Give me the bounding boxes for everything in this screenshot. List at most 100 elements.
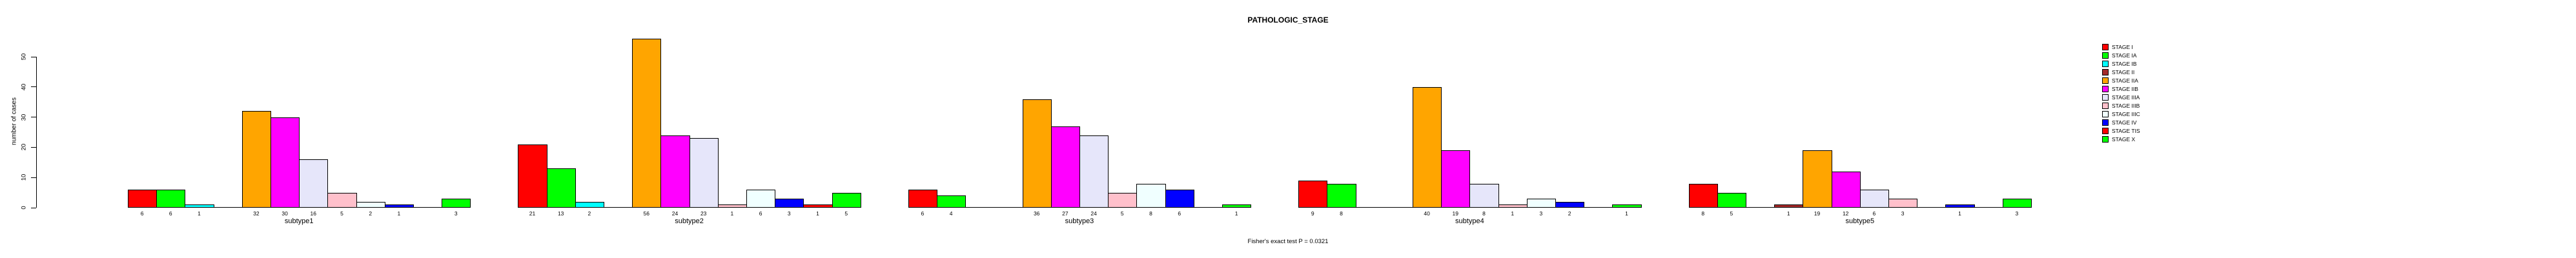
legend-swatch [2102, 127, 2109, 134]
bar-value-label: 3 [1901, 210, 1905, 217]
legend-item-stage-iiic: STAGE IIIC [2102, 110, 2140, 119]
bar-value-label: 1 [397, 210, 401, 217]
bar-subtype3-stage-ia [937, 195, 966, 208]
bar-value-label: 3 [2015, 210, 2019, 217]
bar-value-label: 30 [281, 210, 288, 217]
x-axis-group-label: subtype5 [1845, 217, 1875, 225]
y-axis-tick-label: 0 [20, 206, 28, 210]
bar-value-label: 1 [1511, 210, 1515, 217]
legend-item-stage-iia: STAGE IIA [2102, 77, 2140, 85]
bar-subtype2-stage-iv [775, 198, 804, 208]
bar-value-label: 56 [643, 210, 650, 217]
legend-label: STAGE TIS [2112, 127, 2140, 134]
bar-value-label: 5 [1120, 210, 1124, 217]
bar-value-label: 1 [1625, 210, 1628, 217]
bar-value-label: 21 [529, 210, 536, 217]
bar-subtype1-stage-iiic [356, 201, 385, 208]
bar-zero-subtype1-stage-tis [413, 207, 443, 208]
bar-zero-subtype3-stage-ii [994, 207, 1023, 208]
y-axis-line [36, 57, 37, 208]
bar-zero-subtype5-stage-tis [1974, 207, 2003, 208]
legend-swatch [2102, 103, 2109, 110]
bar-subtype1-stage-x [442, 198, 471, 208]
bar-subtype2-stage-x [832, 192, 861, 208]
bar-zero-subtype2-stage-ii [604, 207, 633, 208]
bar-value-label: 6 [169, 210, 172, 217]
bar-subtype3-stage-iv [1165, 189, 1194, 208]
bar-value-label: 1 [816, 210, 819, 217]
bar-subtype1-stage-iiib [327, 192, 357, 208]
bar-value-label: 1 [198, 210, 201, 217]
bar-value-label: 32 [253, 210, 260, 217]
legend-item-stage-ib: STAGE IB [2102, 60, 2140, 68]
bar-value-label: 23 [700, 210, 707, 217]
bar-value-label: 3 [787, 210, 791, 217]
legend-label: STAGE IIIA [2112, 94, 2140, 101]
y-axis-tick [31, 86, 36, 88]
bar-value-label: 2 [369, 210, 373, 217]
legend-label: STAGE I [2112, 44, 2133, 51]
bar-value-label: 27 [1062, 210, 1068, 217]
bar-subtype2-stage-iia [632, 38, 662, 208]
bar-value-label: 8 [1340, 210, 1343, 217]
legend-swatch [2102, 61, 2109, 68]
bar-subtype3-stage-iiia [1079, 135, 1109, 208]
bar-subtype4-stage-iiic [1526, 198, 1556, 208]
legend-label: STAGE IB [2112, 61, 2137, 68]
bar-subtype1-stage-iib [271, 117, 300, 208]
bar-subtype2-stage-iiic [746, 189, 776, 208]
legend-swatch [2102, 94, 2109, 101]
bar-subtype4-stage-iib [1441, 150, 1471, 208]
legend-label: STAGE X [2112, 135, 2136, 143]
y-axis-tick-label: 10 [20, 174, 28, 181]
bar-subtype4-stage-iiia [1469, 183, 1499, 208]
bar-subtype4-stage-iia [1413, 86, 1442, 208]
bar-subtype1-stage-iia [241, 111, 271, 208]
legend-item-stage-i: STAGE I [2102, 43, 2140, 52]
bar-zero-subtype4-stage-ib [1355, 207, 1385, 208]
bar-value-label: 6 [1178, 210, 1181, 217]
bar-subtype4-stage-iiib [1498, 204, 1528, 208]
bar-subtype5-stage-ia [1717, 192, 1746, 208]
bar-subtype1-stage-iv [384, 204, 414, 208]
legend-label: STAGE IIA [2112, 77, 2138, 84]
bar-subtype4-stage-iv [1555, 201, 1585, 208]
bar-subtype2-stage-iiia [689, 138, 719, 208]
bar-value-label: 1 [1958, 210, 1961, 217]
legend-item-stage-ii: STAGE II [2102, 68, 2140, 77]
bar-subtype1-stage-i [128, 189, 158, 208]
y-axis-tick [31, 177, 36, 178]
y-axis-tick [31, 146, 36, 148]
bar-subtype3-stage-i [908, 189, 937, 208]
bar-subtype3-stage-iiib [1108, 192, 1138, 208]
bar-value-label: 8 [1149, 210, 1152, 217]
bar-zero-subtype5-stage-ib [1746, 207, 1775, 208]
bar-value-label: 8 [1701, 210, 1705, 217]
x-axis-group-label: subtype3 [1065, 217, 1094, 225]
legend-swatch [2102, 44, 2109, 51]
bar-subtype2-stage-iiib [717, 204, 747, 208]
bar-value-label: 6 [921, 210, 925, 217]
legend-swatch [2102, 69, 2109, 76]
bar-zero-subtype5-stage-iiic [1917, 207, 1947, 208]
bar-value-label: 24 [671, 210, 679, 217]
bar-value-label: 40 [1424, 210, 1430, 217]
bar-subtype5-stage-ii [1774, 204, 1804, 208]
bar-subtype5-stage-i [1688, 183, 1718, 208]
footer-stat-text: Fisher's exact test P = 0.0321 [1247, 238, 1329, 245]
bar-value-label: 4 [949, 210, 953, 217]
legend-label: STAGE IV [2112, 119, 2137, 126]
bar-subtype5-stage-x [2002, 198, 2032, 208]
bar-value-label: 12 [1842, 210, 1849, 217]
legend-item-stage-iib: STAGE IIB [2102, 85, 2140, 94]
bar-subtype5-stage-iiia [1859, 189, 1889, 208]
legend-item-stage-tis: STAGE TIS [2102, 126, 2140, 135]
bar-value-label: 36 [1033, 210, 1040, 217]
legend-label: STAGE IIIC [2112, 110, 2140, 117]
bar-zero-subtype4-stage-tis [1584, 207, 1613, 208]
x-axis-group-label: subtype1 [284, 217, 314, 225]
legend-item-stage-iv: STAGE IV [2102, 118, 2140, 126]
bar-subtype4-stage-x [1612, 204, 1642, 208]
legend-swatch [2102, 110, 2109, 117]
